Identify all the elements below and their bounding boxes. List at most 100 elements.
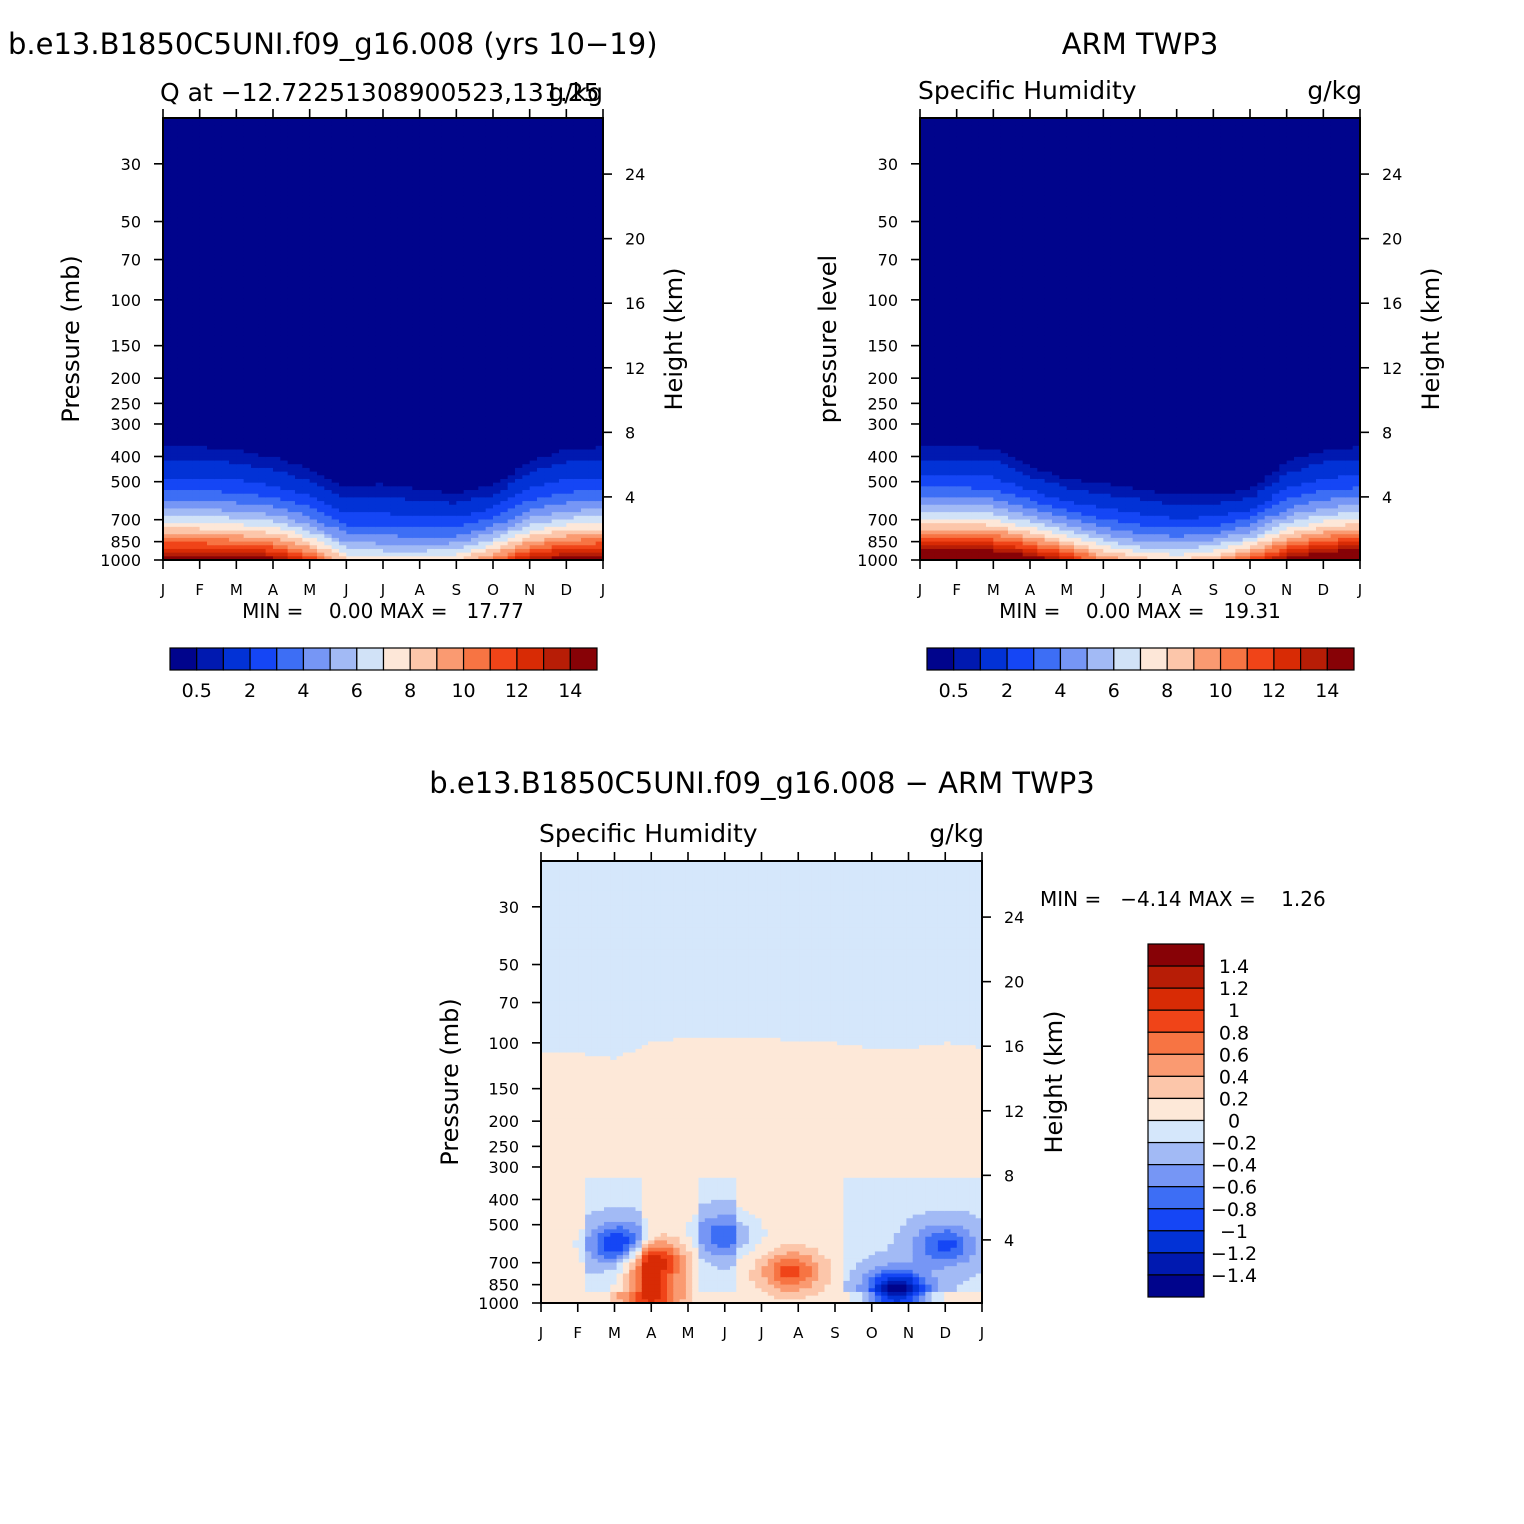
contour-cell	[441, 140, 450, 145]
contour-cell	[419, 121, 428, 126]
contour-cell	[331, 420, 340, 425]
contour-cell	[412, 350, 421, 355]
contour-cell	[302, 482, 311, 487]
contour-cell	[273, 416, 281, 421]
contour-cell	[405, 232, 413, 237]
contour-cell	[309, 552, 318, 557]
contour-cell	[251, 302, 259, 307]
contour-cell	[434, 195, 443, 200]
contour-cell	[243, 261, 252, 266]
contour-cell	[273, 445, 281, 451]
contour-cell	[383, 210, 391, 215]
contour-cell	[177, 508, 186, 513]
contour-cell	[419, 467, 428, 473]
contour-cell	[287, 361, 296, 366]
contour-cell	[192, 486, 201, 491]
contour-cell	[383, 504, 391, 510]
contour-cell	[207, 456, 215, 462]
contour-cell	[346, 471, 355, 476]
contour-cell	[331, 350, 340, 355]
contour-cell	[397, 239, 406, 244]
contour-cell	[229, 210, 237, 215]
contour-cell	[390, 526, 399, 532]
contour-cell	[229, 350, 237, 355]
contour-cell	[361, 151, 369, 156]
contour-cell	[302, 545, 311, 550]
contour-cell	[434, 467, 443, 473]
contour-cell	[287, 519, 296, 524]
contour-cell	[265, 243, 274, 248]
contour-cell	[456, 482, 465, 487]
contour-cell	[317, 243, 325, 248]
contour-cell	[229, 154, 237, 160]
contour-cell	[405, 235, 413, 241]
contour-cell	[324, 375, 333, 381]
contour-cell	[397, 261, 406, 266]
contour-cell	[456, 327, 465, 333]
contour-cell	[273, 548, 281, 554]
contour-cell	[251, 342, 259, 347]
contour-cell	[353, 548, 362, 554]
contour-cell	[251, 254, 259, 259]
contour-cell	[331, 427, 340, 432]
contour-cell	[353, 471, 362, 476]
contour-cell	[207, 339, 215, 344]
contour-cell	[236, 232, 245, 237]
contour-cell	[170, 431, 179, 436]
contour-cell	[412, 390, 421, 395]
contour-cell	[243, 375, 252, 381]
contour-cell	[346, 368, 355, 373]
contour-cell	[302, 431, 311, 436]
contour-cell	[346, 405, 355, 410]
contour-cell	[280, 283, 289, 289]
contour-cell	[324, 405, 333, 410]
contour-cell	[339, 408, 347, 414]
contour-cell	[383, 508, 391, 513]
contour-cell	[463, 316, 472, 322]
contour-cell	[177, 504, 186, 510]
contour-cell	[221, 125, 230, 130]
contour-cell	[390, 250, 399, 255]
contour-cell	[412, 324, 421, 329]
contour-cell	[419, 250, 428, 255]
contour-cell	[434, 390, 443, 395]
contour-cell	[243, 176, 252, 182]
contour-cell	[170, 147, 179, 152]
contour-cell	[405, 199, 413, 204]
contour-cell	[361, 434, 369, 440]
contour-cell	[375, 206, 384, 211]
contour-cell	[243, 257, 252, 263]
contour-cell	[302, 464, 311, 469]
contour-cell	[236, 434, 245, 440]
contour-cell	[368, 449, 377, 454]
contour-cell	[434, 412, 443, 417]
contour-cell	[273, 129, 281, 134]
contour-cell	[295, 442, 303, 447]
contour-cell	[287, 375, 296, 381]
contour-cell	[229, 526, 237, 532]
contour-cell	[427, 394, 435, 399]
contour-cell	[397, 493, 406, 498]
contour-cell	[287, 353, 296, 359]
contour-cell	[221, 339, 230, 344]
contour-cell	[383, 346, 391, 351]
contour-cell	[243, 206, 252, 211]
contour-cell	[170, 202, 179, 207]
contour-cell	[207, 132, 215, 138]
contour-cell	[229, 125, 237, 130]
contour-cell	[317, 397, 325, 403]
contour-cell	[434, 408, 443, 414]
contour-cell	[229, 269, 237, 274]
contour-cell	[192, 471, 201, 476]
contour-cell	[251, 243, 259, 248]
contour-cell	[170, 486, 179, 491]
contour-cell	[375, 294, 384, 300]
contour-cell	[456, 191, 465, 196]
contour-cell	[361, 526, 369, 532]
contour-cell	[405, 246, 413, 252]
contour-cell	[390, 442, 399, 447]
contour-cell	[361, 412, 369, 417]
contour-cell	[280, 434, 289, 440]
contour-cell	[419, 283, 428, 289]
contour-cell	[199, 504, 208, 510]
